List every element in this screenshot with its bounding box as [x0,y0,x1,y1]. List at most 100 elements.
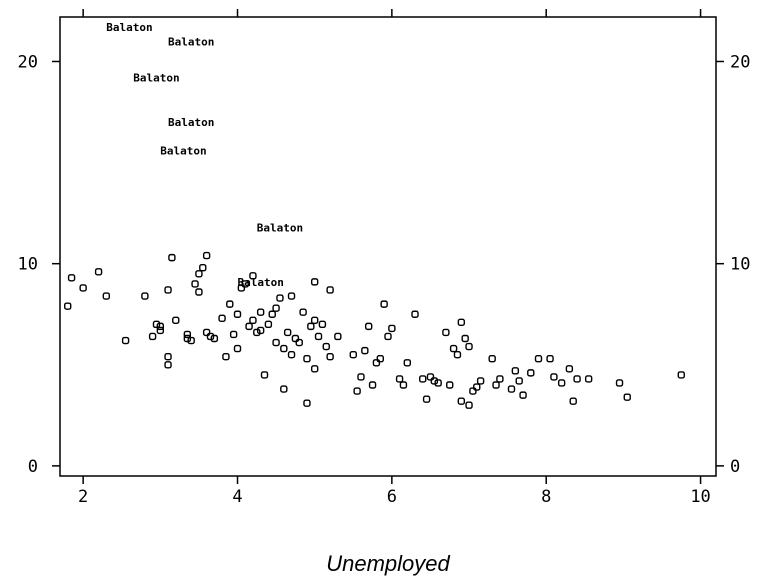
data-point [245,322,253,331]
data-point [453,350,462,359]
data-point [287,292,296,300]
data-point [191,280,199,288]
data-point [557,379,566,387]
data-point [229,330,238,339]
y-tick-label-left: 20 [18,52,38,72]
data-point [349,350,357,359]
data-point [546,355,554,363]
axes: 2 4 6 8 10 0 0 10 10 20 20 [18,9,750,507]
data-point [419,375,427,383]
data-point [268,310,276,318]
data-point [430,377,439,385]
data-point [237,284,246,292]
data-point [326,353,334,361]
data-point [326,286,334,294]
data-point [79,284,87,292]
data-point [280,344,288,353]
data-point [457,397,466,405]
data-point [615,379,624,387]
data-point [365,322,373,331]
data-point [233,310,242,318]
data-point [276,294,284,302]
data-point [299,308,307,316]
data-point [195,288,203,296]
data-point [446,381,454,389]
data-point [164,286,172,294]
y-tick-label-right: 0 [730,457,740,477]
data-point [488,355,496,363]
data-point [156,326,165,335]
data-point [256,308,265,316]
data-point [677,371,685,379]
data-point [507,385,516,393]
y-tick-label-left: 0 [28,457,38,477]
data-point [496,375,504,383]
data-point [148,332,157,341]
data-point [141,292,149,300]
point-label: Balaton [168,116,214,129]
data-point [368,381,377,389]
data-point [515,377,523,385]
data-point [222,353,230,361]
data-point [565,365,574,373]
y-tick-label-right: 20 [730,52,750,72]
data-point [183,330,192,339]
data-point [511,367,520,375]
data-point [253,328,261,337]
data-point [249,272,257,280]
data-point [465,342,473,351]
data-point [318,320,327,329]
data-point [534,355,543,363]
point-labels: Balaton Balaton Balaton Balaton Balaton Balat… [106,21,303,289]
data-point [623,393,631,401]
data-point [187,336,195,345]
data-point [183,334,192,343]
data-point [233,344,242,353]
data-point [380,300,388,308]
data-point [291,334,300,343]
data-point [457,318,466,327]
data-point [287,350,296,359]
data-point [64,302,72,310]
data-point [465,401,473,409]
data-point [156,322,165,331]
x-tick-label: 6 [387,487,397,507]
data-point [249,316,257,325]
data-point [152,320,161,329]
data-point [94,268,103,276]
data-point [256,326,265,335]
data-point [303,399,311,407]
plot-frame [59,16,717,477]
data-point [218,314,226,322]
data-point [283,328,292,337]
data-point [226,300,234,308]
data-point [353,387,361,395]
x-tick-label: 4 [232,487,242,507]
data-point [102,292,111,300]
data-point [199,264,207,272]
x-axis-title: Unemployed [326,551,450,576]
data-point [307,322,315,331]
data-point [469,387,477,395]
data-point [310,278,319,286]
data-point [310,365,319,373]
data-point [584,375,593,383]
data-point [322,342,330,351]
data-point [411,310,419,318]
data-point [202,251,211,260]
data-point [303,355,311,363]
data-point [121,336,130,345]
point-label: Balaton [257,221,303,234]
data-point [195,270,203,278]
data-point [272,304,280,312]
data-point [449,344,458,353]
x-tick-label: 2 [78,487,88,507]
data-points [64,251,685,409]
data-point [67,274,76,282]
data-point [361,346,369,355]
point-label: Balaton [160,144,206,157]
data-point [426,373,435,381]
data-point [172,316,180,325]
data-point [164,361,172,369]
